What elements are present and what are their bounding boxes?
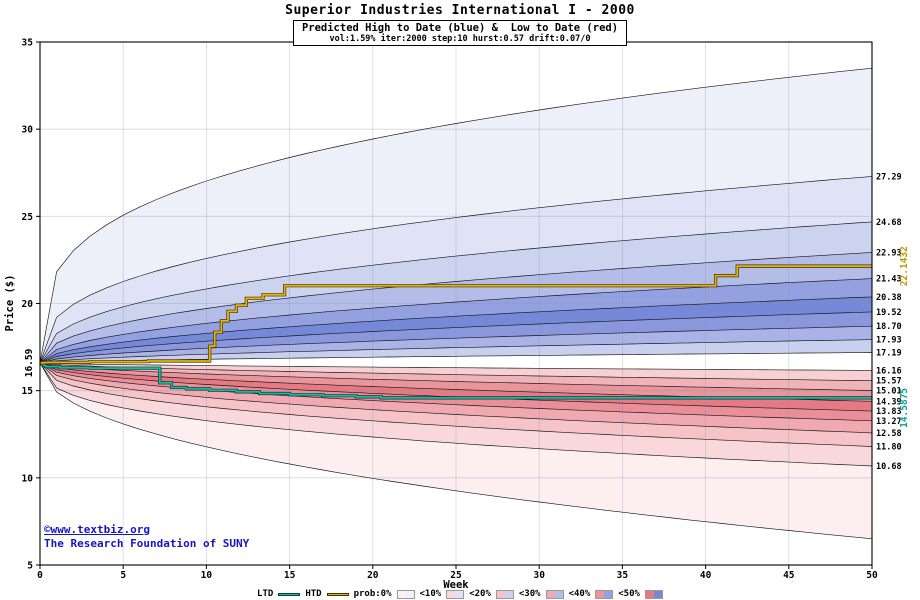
subtitle-box: Predicted High to Date (blue) & Low to D… xyxy=(292,20,628,46)
band-end-label: 19.52 xyxy=(876,308,902,318)
band-end-label: 11.80 xyxy=(876,442,902,452)
band-end-label: 12.58 xyxy=(876,429,902,439)
chart-subtitle: Predicted High to Date (blue) & Low to D… xyxy=(301,22,619,34)
ltd-end-label: 14.5875 xyxy=(899,388,910,428)
band-end-label: 24.68 xyxy=(876,218,902,228)
band-end-label: 17.93 xyxy=(876,336,902,346)
x-tick-label: 30 xyxy=(533,570,545,581)
band-end-label: 15.01 xyxy=(876,386,902,396)
htd-end-label: 22.1432 xyxy=(899,246,910,286)
copyright-link[interactable]: ©www.textbiz.org xyxy=(44,523,150,536)
band-end-label: 15.57 xyxy=(876,377,902,387)
level-40-swatch xyxy=(595,589,614,599)
band-end-label: 22.93 xyxy=(876,248,902,258)
y-tick-label: 15 xyxy=(22,386,34,397)
htd-step-line xyxy=(39,264,872,365)
x-tick-label: 0 xyxy=(37,570,43,581)
band-end-label: 17.19 xyxy=(876,348,902,358)
legend-prob0-label: prob:0% xyxy=(353,589,392,599)
ltd-step-line xyxy=(39,361,872,400)
simulation-params: vol:1.59% iter:2000 step:10 hurst:0.57 d… xyxy=(329,34,591,44)
band-end-label: 13.27 xyxy=(876,417,902,427)
legend-level-50-label: <50% xyxy=(618,589,640,599)
y-axis-title: Price ($) xyxy=(4,275,16,332)
chart-header: Superior Industries International I - 20… xyxy=(0,3,920,46)
legend-level-10-label: <10% xyxy=(419,589,442,599)
x-tick-label: 25 xyxy=(450,570,462,581)
x-tick-label: 45 xyxy=(783,570,795,581)
chart-title: Superior Industries International I - 20… xyxy=(285,3,635,18)
copyright-org: The Research Foundation of SUNY xyxy=(44,537,250,550)
level-20-swatch xyxy=(495,589,514,599)
legend-level-40-label: <40% xyxy=(568,589,591,599)
level-10-swatch xyxy=(446,589,465,599)
ltd-line-swatch xyxy=(278,592,301,596)
x-tick-label: 50 xyxy=(866,570,878,581)
prob0-swatch xyxy=(396,589,415,599)
y-tick-label: 25 xyxy=(22,212,34,223)
band-end-label: 18.70 xyxy=(876,322,902,332)
x-tick-label: 10 xyxy=(201,570,213,581)
legend-level-20-label: <20% xyxy=(469,589,491,599)
band-end-label: 20.38 xyxy=(876,293,902,303)
level-30-swatch xyxy=(545,589,564,599)
legend-ltd-label: LTD xyxy=(257,589,274,599)
x-tick-label: 40 xyxy=(700,570,712,581)
x-tick-label: 15 xyxy=(284,570,296,581)
level-50-swatch xyxy=(644,589,663,599)
x-tick-label: 35 xyxy=(617,570,629,581)
band-end-label: 27.29 xyxy=(876,172,902,182)
legend-level-30-label: <30% xyxy=(518,589,541,599)
y-tick-label: 5 xyxy=(27,561,33,572)
x-axis-title: Week xyxy=(443,579,469,591)
y-tick-label: 35 xyxy=(22,38,34,49)
x-tick-label: 5 xyxy=(120,570,126,581)
y-tick-label: 10 xyxy=(22,473,34,484)
band-end-label: 21.43 xyxy=(876,275,902,285)
band-end-label: 13.83 xyxy=(876,407,902,417)
start-price-label: 16.59 xyxy=(24,348,35,377)
right-price-labels: 27.29 24.68 22.93 21.43 20.38 19.52 18.70 17.93… xyxy=(24,172,910,472)
band-end-label: 16.16 xyxy=(876,366,902,376)
y-tick-label: 20 xyxy=(22,299,34,310)
y-tick-label: 30 xyxy=(22,125,34,136)
attribution: ©www.textbiz.org The Research Foundation… xyxy=(44,523,249,551)
x-tick-label: 20 xyxy=(367,570,379,581)
htd-line-swatch xyxy=(326,592,349,596)
band-end-label: 10.68 xyxy=(876,462,902,472)
legend: LTD HTD prob:0% <10% <20% <30% <40% <50% xyxy=(0,589,920,599)
band-end-label: 14.39 xyxy=(876,397,902,407)
legend-htd-label: HTD xyxy=(305,589,322,599)
